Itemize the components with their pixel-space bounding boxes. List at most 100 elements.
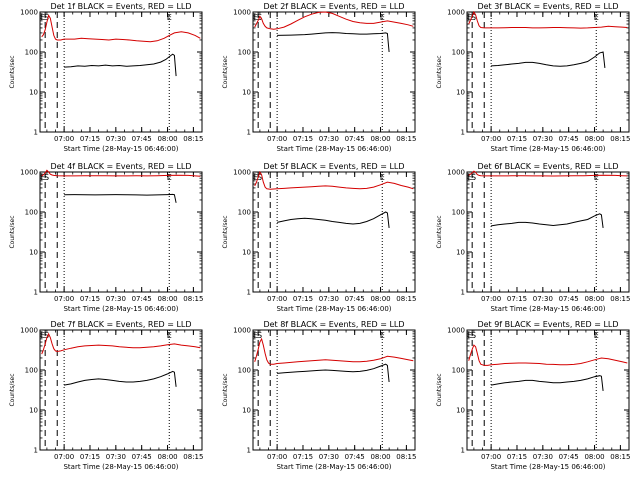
y-tick-label: 100 xyxy=(452,367,465,375)
chart-panel-2: Det 2f BLACK = Events, RED = LLD Counts/s… xyxy=(222,2,416,153)
chart-panel-1: Det 1f BLACK = Events, RED = LLD Counts/s… xyxy=(9,2,203,153)
y-tick-label: 100 xyxy=(25,209,38,217)
y-tick-label: 1000 xyxy=(20,327,38,335)
series-line-lld xyxy=(254,170,414,190)
event-marker-label: S xyxy=(44,331,49,340)
event-marker-label: E xyxy=(380,173,385,182)
chart-title: Det 2f BLACK = Events, RED = LLD xyxy=(263,2,404,11)
event-marker-label: E xyxy=(467,13,472,22)
event-marker-label: S xyxy=(471,173,476,182)
y-tick-label: 10 xyxy=(29,407,38,415)
plot-frame xyxy=(39,11,203,133)
x-tick-label: 07:30 xyxy=(533,453,553,461)
y-tick-label: 1 xyxy=(34,447,38,455)
plot-frame xyxy=(39,329,203,451)
series-line-events xyxy=(491,51,606,68)
x-axis-label: Start Time (28-May-15 06:46:00) xyxy=(490,145,605,153)
x-tick-label: 08:00 xyxy=(370,453,390,461)
plot-frame xyxy=(466,329,630,451)
y-tick-label: 1 xyxy=(34,289,38,297)
y-axis-label: Counts/sec xyxy=(222,55,229,88)
x-tick-label: 08:15 xyxy=(610,453,630,461)
y-tick-label: 1000 xyxy=(233,9,251,17)
x-tick-label: 07:00 xyxy=(267,135,287,143)
series-line-events xyxy=(491,213,604,228)
series-line-lld xyxy=(468,344,628,366)
y-tick-label: 1000 xyxy=(233,169,251,177)
x-tick-label: 07:00 xyxy=(481,295,501,303)
y-tick-label: 10 xyxy=(242,249,251,257)
y-axis-label: Counts/sec xyxy=(436,55,443,88)
x-axis-label: Start Time (28-May-15 06:46:00) xyxy=(63,463,178,471)
x-axis-label: Start Time (28-May-15 06:46:00) xyxy=(490,305,605,313)
series-line-events xyxy=(64,370,177,387)
chart-panel-5: Det 5f BLACK = Events, RED = LLD Counts/s… xyxy=(222,162,416,313)
y-tick-label: 1000 xyxy=(20,9,38,17)
y-tick-label: 1 xyxy=(461,289,465,297)
chart-title: Det 3f BLACK = Events, RED = LLD xyxy=(477,2,618,11)
event-marker-label: E xyxy=(167,173,172,182)
y-tick-label: 10 xyxy=(29,249,38,257)
x-tick-label: 07:00 xyxy=(481,135,501,143)
x-tick-label: 07:30 xyxy=(533,135,553,143)
series-line-lld xyxy=(468,10,628,29)
x-tick-label: 07:45 xyxy=(559,295,579,303)
x-tick-label: 07:30 xyxy=(319,135,339,143)
chart-title: Det 6f BLACK = Events, RED = LLD xyxy=(477,162,618,171)
series-line-lld xyxy=(254,11,414,30)
chart-panel-9: Det 9f BLACK = Events, RED = LLD Counts/s… xyxy=(436,320,630,471)
y-tick-label: 1000 xyxy=(233,327,251,335)
chart-panel-4: Det 4f BLACK = Events, RED = LLD Counts/s… xyxy=(9,162,203,313)
x-tick-label: 08:00 xyxy=(157,453,177,461)
x-tick-label: 07:30 xyxy=(106,295,126,303)
y-tick-label: 1 xyxy=(247,289,251,297)
x-tick-label: 07:15 xyxy=(293,453,313,461)
y-tick-label: 10 xyxy=(29,89,38,97)
event-marker-label: E xyxy=(40,13,45,22)
y-axis-label: Counts/sec xyxy=(436,215,443,248)
event-marker-label: S xyxy=(257,173,262,182)
x-tick-label: 08:15 xyxy=(610,295,630,303)
x-tick-label: 08:15 xyxy=(396,135,416,143)
y-tick-label: 1000 xyxy=(447,169,465,177)
x-tick-label: 07:30 xyxy=(106,453,126,461)
event-marker-label: E xyxy=(253,331,258,340)
event-marker-label: E xyxy=(467,173,472,182)
x-tick-label: 08:15 xyxy=(396,453,416,461)
x-tick-label: 08:00 xyxy=(584,295,604,303)
series-line-events xyxy=(277,32,390,53)
y-axis-label: Counts/sec xyxy=(222,215,229,248)
x-tick-label: 08:15 xyxy=(396,295,416,303)
chart-panel-3: Det 3f BLACK = Events, RED = LLD Counts/s… xyxy=(436,2,630,153)
x-tick-label: 07:00 xyxy=(267,295,287,303)
x-tick-label: 08:15 xyxy=(183,135,203,143)
x-tick-label: 07:00 xyxy=(267,453,287,461)
plot-frame xyxy=(252,11,416,133)
event-marker-label: E xyxy=(253,173,258,182)
x-tick-label: 07:30 xyxy=(319,295,339,303)
y-tick-label: 10 xyxy=(242,407,251,415)
x-axis-label: Start Time (28-May-15 06:46:00) xyxy=(63,305,178,313)
series-line-lld xyxy=(41,169,201,177)
event-marker-label: S xyxy=(471,13,476,22)
x-tick-label: 07:45 xyxy=(345,135,365,143)
y-tick-label: 100 xyxy=(452,209,465,217)
y-tick-label: 100 xyxy=(238,367,251,375)
y-tick-label: 100 xyxy=(25,367,38,375)
chart-panel-7: Det 7f BLACK = Events, RED = LLD Counts/s… xyxy=(9,320,203,471)
event-marker-label: S xyxy=(257,331,262,340)
y-tick-label: 100 xyxy=(452,49,465,57)
y-tick-label: 1000 xyxy=(447,327,465,335)
event-marker-label: E xyxy=(167,13,172,22)
x-tick-label: 08:00 xyxy=(584,453,604,461)
x-tick-label: 07:45 xyxy=(559,135,579,143)
event-marker-label: E xyxy=(467,331,472,340)
plot-frame xyxy=(466,11,630,133)
y-tick-label: 10 xyxy=(242,89,251,97)
x-tick-label: 07:15 xyxy=(507,295,527,303)
series-line-lld xyxy=(41,332,201,355)
series-line-lld xyxy=(468,170,628,177)
event-marker-label: E xyxy=(594,13,599,22)
x-tick-label: 08:00 xyxy=(157,295,177,303)
series-line-events xyxy=(276,211,390,228)
